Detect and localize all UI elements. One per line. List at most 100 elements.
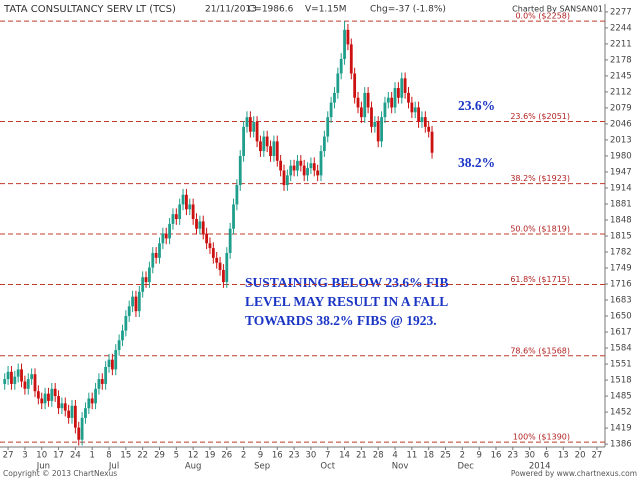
fib-label: 61.8% ($1715) — [510, 275, 570, 284]
x-tick-label: 5 — [174, 451, 179, 461]
candle-body — [36, 391, 40, 399]
y-tick-label: 1782 — [610, 247, 632, 257]
candle-body — [164, 233, 168, 239]
candle-body — [70, 405, 74, 418]
x-tick-label: 23 — [289, 451, 300, 461]
y-tick-label: 1518 — [610, 376, 632, 386]
candle-body — [373, 121, 377, 127]
candle-body — [359, 107, 363, 118]
candle-body — [316, 170, 320, 176]
candle-body — [211, 248, 215, 258]
x-tick-label: 20 — [575, 451, 586, 461]
candle-body — [353, 73, 357, 98]
x-tick-label: 21 — [356, 451, 367, 461]
x-tick-label: 25 — [440, 451, 451, 461]
x-tick-label: 26 — [221, 451, 232, 461]
y-tick-label: 1947 — [610, 167, 632, 177]
candle-body — [255, 121, 259, 142]
candle-body — [73, 405, 77, 428]
x-tick-label: 2 — [460, 451, 465, 461]
candle-body — [238, 155, 242, 186]
candle-body — [403, 78, 407, 93]
candle-body — [269, 146, 272, 156]
candle-body — [185, 194, 188, 210]
x-tick-label: 17 — [53, 451, 64, 461]
candle-body — [299, 160, 303, 166]
x-tick-label: 16 — [491, 451, 502, 461]
y-tick-label: 1551 — [610, 360, 632, 370]
candle-body — [289, 165, 293, 176]
candle-body — [306, 168, 309, 176]
y-tick-label: 1485 — [610, 392, 632, 402]
candle-body — [420, 117, 424, 122]
candle-body — [191, 204, 195, 220]
candle-body — [282, 170, 286, 186]
y-tick-label: 2013 — [610, 135, 632, 145]
candle-body — [370, 107, 373, 127]
candle-body — [90, 398, 94, 404]
y-tick-label: 1716 — [610, 280, 632, 290]
candle-body — [151, 252, 155, 268]
candle-body — [215, 257, 219, 263]
candle-body — [97, 379, 101, 389]
candle-body — [201, 221, 205, 234]
candle-body — [127, 306, 131, 317]
candle-body — [110, 359, 114, 370]
y-tick-label: 1419 — [610, 424, 632, 434]
y-tick-label: 2277 — [610, 7, 632, 17]
candle-body — [285, 175, 289, 186]
y-tick-label: 1584 — [610, 344, 632, 354]
candle-body — [326, 117, 330, 137]
fib-label: 38.2% ($1923) — [510, 174, 570, 183]
candle-body — [386, 97, 390, 103]
candle-body — [383, 102, 387, 118]
candle-body — [259, 141, 262, 152]
candle-body — [10, 371, 13, 384]
header-volume: V=1.15M — [305, 5, 347, 15]
candle-body — [84, 408, 87, 418]
annotation: SUSTAINING BELOW 23.6% FIB — [245, 275, 449, 290]
y-tick-label: 1815 — [610, 231, 632, 241]
candle-body — [47, 393, 50, 401]
month-label: Oct — [320, 462, 335, 472]
candle-body — [225, 252, 229, 283]
fib-label: 50.0% ($1819) — [510, 225, 570, 234]
candle-body — [198, 221, 202, 229]
month-label: Dec — [457, 462, 474, 472]
candle-body — [131, 296, 134, 307]
candle-body — [248, 117, 252, 132]
x-tick-label: 10 — [36, 451, 47, 461]
x-tick-label: 28 — [373, 451, 384, 461]
candle-body — [168, 223, 171, 239]
candle-body — [147, 267, 151, 283]
candle-body — [13, 376, 17, 384]
candle-body — [235, 185, 239, 205]
candle-body — [181, 194, 185, 205]
candle-body — [322, 136, 326, 152]
candle-body — [363, 92, 367, 118]
x-tick-label: 13 — [558, 451, 569, 461]
month-label: Nov — [392, 462, 409, 472]
x-tick-label: 9 — [476, 451, 481, 461]
candle-body — [178, 204, 182, 220]
y-tick-label: 2211 — [610, 39, 632, 49]
candle-body — [144, 277, 148, 283]
candle-body — [53, 388, 57, 397]
candle-body — [195, 219, 198, 229]
header-change: Chg=-37 (-1.8%) — [370, 5, 446, 15]
candle-body — [279, 160, 283, 171]
credit: Charted By SANSAN01 — [512, 5, 603, 14]
y-tick-label: 2145 — [610, 71, 632, 81]
candle-body — [410, 102, 414, 113]
x-tick-label: 30 — [524, 451, 535, 461]
x-tick-label: 9 — [258, 451, 263, 461]
y-tick-label: 1881 — [610, 199, 632, 209]
candle-body — [312, 163, 316, 171]
candle-body — [265, 136, 269, 147]
x-tick-label: 16 — [272, 451, 283, 461]
candle-body — [346, 29, 350, 45]
candle-body — [228, 228, 232, 253]
candle-body — [94, 388, 97, 404]
y-tick-label: 2046 — [610, 119, 632, 129]
